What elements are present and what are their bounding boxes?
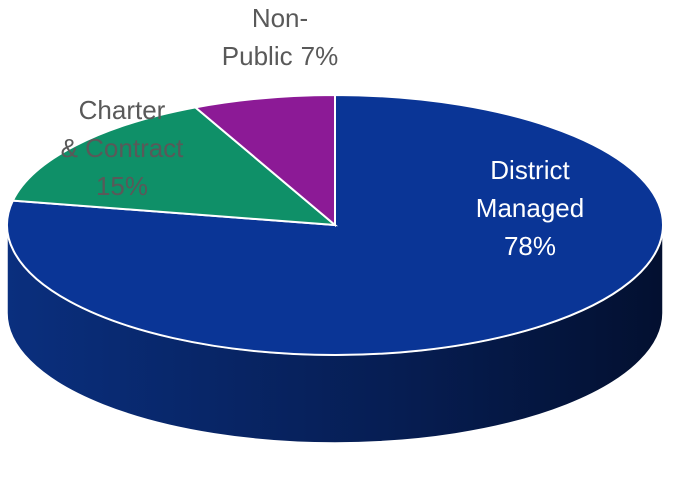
category-label: Non-Public — [222, 3, 308, 71]
value-label: 78% — [504, 231, 556, 261]
slice-label: District Managed 78% — [476, 155, 584, 261]
slice-label: Non-Public 7% — [222, 3, 338, 71]
slice-label: Charter & Contract 15% — [61, 95, 185, 201]
pie: District Managed 78% Charter & Contract 15% No… — [6, 3, 664, 444]
pie-slice — [11, 106, 339, 227]
value-label: 15% — [96, 171, 148, 201]
category-label: Charter & Contract — [61, 95, 185, 163]
category-label: District Managed — [476, 155, 584, 223]
pie-slice — [193, 93, 336, 228]
value-label: 7% — [301, 41, 339, 71]
pie-slice — [6, 93, 664, 356]
